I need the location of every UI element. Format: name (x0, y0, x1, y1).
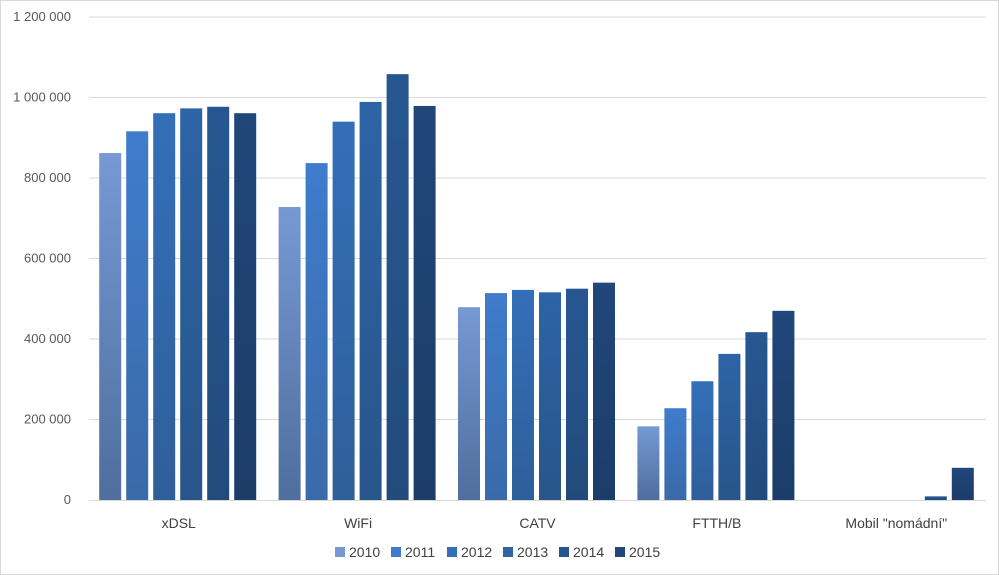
bar-2010 (278, 206, 301, 501)
category-label: WiFi (344, 515, 372, 531)
legend-swatch-2012 (447, 547, 457, 557)
bar-2013 (718, 353, 741, 500)
bar-2014 (566, 288, 588, 500)
legend-label: 2015 (629, 544, 660, 560)
bar-2011 (664, 408, 687, 500)
bar-2015 (593, 282, 615, 500)
legend-swatch-2010 (335, 547, 345, 557)
category-label: CATV (519, 515, 556, 531)
y-axis-tick-labels: 0 200 000 400 000 600 000 800 000 1 000 000 1 … (13, 9, 71, 507)
bar-2012 (153, 113, 176, 500)
legend-label: 2011 (405, 544, 435, 560)
bar-2010 (637, 426, 660, 500)
category-label: Mobil "nomádní" (845, 515, 947, 531)
y-tick-label: 0 (64, 492, 71, 507)
legend-label: 2012 (461, 544, 492, 560)
y-tick-label: 800 000 (24, 170, 71, 185)
bar-2013 (359, 101, 382, 501)
y-tick-label: 600 000 (24, 251, 71, 266)
bar-2012 (332, 121, 355, 501)
bar-2011 (485, 293, 507, 500)
legend-label: 2014 (573, 544, 604, 560)
bar-2011 (305, 163, 328, 501)
bar-2015 (772, 310, 795, 500)
category-label: xDSL (162, 515, 196, 531)
bar-2014 (745, 332, 768, 500)
y-tick-label: 400 000 (24, 331, 71, 346)
bar-2015 (951, 467, 974, 500)
legend-swatch-2015 (615, 547, 625, 557)
bar-2012 (691, 381, 714, 500)
y-tick-label: 1 200 000 (13, 9, 71, 24)
legend-label: 2010 (349, 544, 380, 560)
legend: 2010 2011 2012 2013 2014 2015 (335, 544, 660, 560)
y-tick-label: 1 000 000 (13, 90, 71, 105)
bar-2010 (99, 153, 122, 501)
bar-2010 (458, 307, 480, 500)
bar-2014 (924, 496, 947, 500)
bar-2012 (512, 289, 534, 500)
bar-2011 (126, 131, 149, 500)
legend-swatch-2013 (503, 547, 513, 557)
bars (99, 74, 974, 501)
bar-2013 (180, 108, 203, 501)
bar-2014 (386, 74, 409, 500)
bar-2014 (207, 106, 230, 500)
legend-swatch-2011 (391, 547, 401, 557)
bar-2015 (413, 105, 436, 500)
legend-swatch-2014 (559, 547, 569, 557)
bar-2015 (234, 113, 257, 500)
bar-2013 (539, 292, 561, 500)
category-label: FTTH/B (692, 515, 741, 531)
y-tick-label: 200 000 (24, 412, 71, 427)
category-labels: xDSL WiFi CATV FTTH/B Mobil "nomádní" (162, 515, 948, 531)
legend-label: 2013 (517, 544, 548, 560)
